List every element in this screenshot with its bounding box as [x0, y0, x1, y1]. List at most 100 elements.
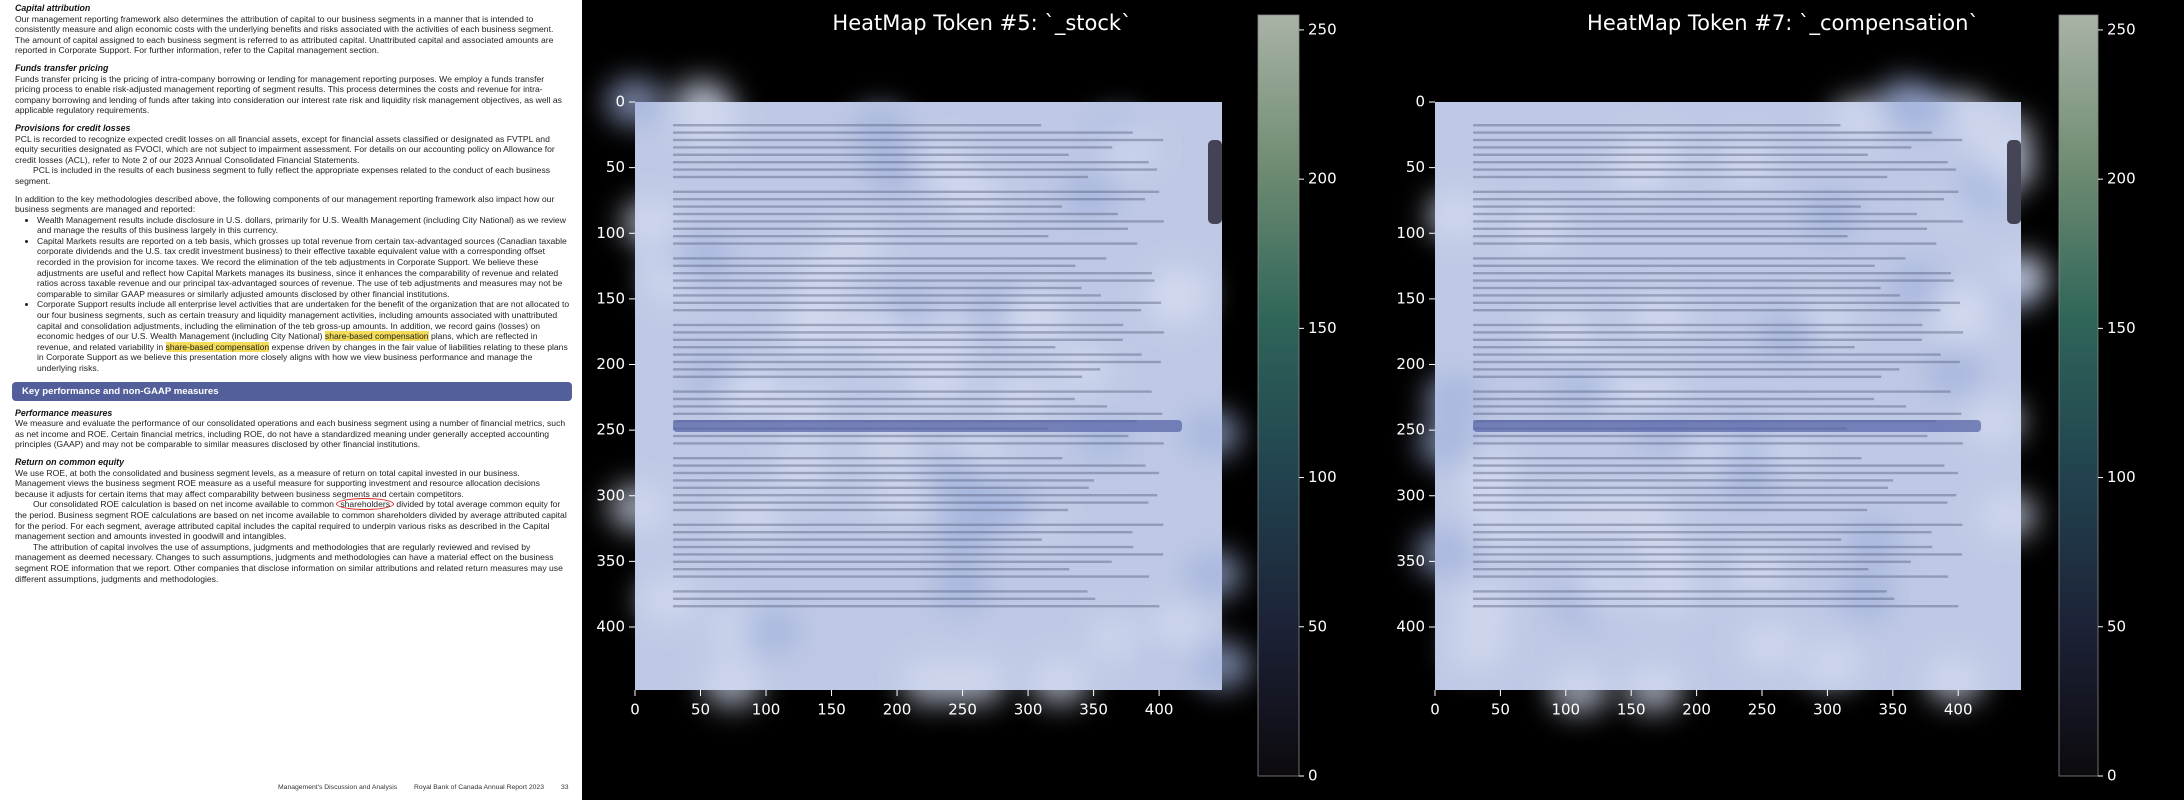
- heatmap-blob: [1530, 307, 1591, 356]
- heatmap-blob: [850, 106, 911, 155]
- faded-text-line: [1473, 153, 1868, 156]
- heatmap-blob: [1895, 85, 1956, 134]
- heatmap-blob: [945, 657, 1006, 706]
- faded-text-line: [673, 523, 1164, 526]
- y-tick-label: 100: [596, 224, 625, 242]
- x-tick-label: 100: [1551, 701, 1580, 719]
- faded-text-line: [1473, 124, 1841, 127]
- x-tick-label: 150: [1617, 701, 1646, 719]
- faded-text-line: [1473, 390, 1951, 393]
- heatmap-blob: [866, 320, 927, 369]
- heatmap-blob: [992, 374, 1053, 423]
- faded-text-line: [1473, 272, 1951, 275]
- heatmap-blob: [715, 370, 776, 419]
- faded-text-line: [1473, 464, 1945, 467]
- y-tick-label: 50: [606, 158, 625, 176]
- heatmap-blob: [1888, 263, 1949, 312]
- heatmap-blobs: [1415, 78, 2051, 714]
- faded-text-line: [1473, 257, 1906, 260]
- heatmap-image: [605, 78, 1252, 708]
- heatmap-blob: [1932, 280, 1993, 329]
- faded-text-line: [1473, 346, 1855, 349]
- heading: Return on common equity: [15, 456, 124, 467]
- text: expense driven by changes in the fair va…: [37, 341, 568, 373]
- heatmap-blob: [1029, 656, 1090, 705]
- colorbar-tick-label: 100: [2107, 468, 2136, 486]
- faded-text-line: [1473, 457, 1862, 460]
- heading: Provisions for credit losses: [15, 122, 131, 133]
- faded-banner: [1473, 420, 1981, 432]
- faded-text-line: [1473, 227, 1928, 230]
- y-tick-label: 350: [1396, 552, 1425, 570]
- heatmap-blob: [1613, 490, 1674, 539]
- faded-text-line: [1473, 471, 1959, 475]
- faded-text-line: [673, 331, 1164, 334]
- faded-text-line: [673, 575, 1150, 578]
- x-tick-label: 150: [817, 701, 846, 719]
- paragraph: Funds transfer pricing is the pricing of…: [15, 73, 562, 116]
- heatmap-blob: [1089, 615, 1150, 664]
- faded-text-line: [1473, 301, 1960, 304]
- heatmap-blob: [1010, 291, 1071, 340]
- faded-text-line: [673, 442, 1164, 445]
- x-tick-label: 50: [691, 701, 710, 719]
- faded-text-line: [1473, 286, 1881, 290]
- heatmap-blob: [915, 316, 976, 365]
- heatmap-blob: [901, 657, 962, 706]
- heatmap-blob: [1568, 491, 1629, 540]
- colorbar-tick-label: 250: [2107, 20, 2136, 38]
- faded-text-line: [1473, 568, 1869, 571]
- heatmap-blob: [1830, 96, 1891, 145]
- heatmap-blob: [1426, 191, 1487, 240]
- paragraph: PCL is recorded to recognize expected cr…: [15, 133, 555, 165]
- heatmap-blob: [1802, 639, 1863, 688]
- faded-tab: [1208, 140, 1222, 224]
- heatmap-blob: [1990, 252, 2051, 301]
- heatmap-blob: [1604, 144, 1665, 193]
- faded-text-line: [673, 138, 1164, 142]
- x-tick-label: 0: [1430, 701, 1440, 719]
- faded-text-line: [673, 397, 1075, 401]
- y-tick-label: 350: [596, 552, 625, 570]
- heatmap-blob: [1758, 311, 1819, 360]
- faded-text-line: [673, 545, 1134, 549]
- highlight: share-based compensation: [324, 331, 429, 342]
- faded-text-line: [673, 553, 1164, 556]
- faded-text-line: [1473, 508, 1868, 512]
- paragraph: In addition to the key methodologies des…: [15, 193, 555, 215]
- x-tick-label: 350: [1878, 701, 1907, 719]
- faded-text-line: [1473, 605, 1959, 608]
- x-tick-label: 200: [1682, 701, 1711, 719]
- faded-text-line: [1473, 309, 1941, 312]
- faded-text-line: [1473, 442, 1963, 445]
- faded-text-line: [1473, 531, 1932, 534]
- x-tick-label: 300: [1813, 701, 1842, 719]
- faded-text-line: [673, 212, 1118, 216]
- faded-tab: [2007, 140, 2021, 224]
- colorbar-tick-label: 100: [1308, 468, 1337, 486]
- document: Capital attribution Our management repor…: [0, 0, 582, 800]
- faded-text-line: [673, 227, 1128, 230]
- heatmap-blob: [1924, 655, 1985, 704]
- faded-text-line: [673, 242, 1138, 245]
- faded-text-line: [1473, 368, 1900, 371]
- faded-text-line: [673, 323, 1124, 327]
- faded-text-line: [1473, 235, 1848, 238]
- colorbar-tick-label: 0: [2107, 767, 2117, 785]
- y-tick-label: 300: [596, 486, 625, 504]
- heatmap-blob: [1424, 373, 1485, 422]
- faded-text-line: [673, 346, 1056, 349]
- colorbar-tick-label: 250: [1308, 20, 1337, 38]
- heatmap-blob: [1181, 409, 1242, 458]
- heading: Performance measures: [15, 407, 113, 418]
- y-tick-label: 250: [1396, 421, 1425, 439]
- faded-text-line: [673, 198, 1146, 201]
- heatmap-blob: [1476, 507, 1537, 556]
- paragraph: The attribution of capital involves the …: [15, 541, 563, 584]
- heatmap-blob: [1717, 138, 1778, 187]
- faded-text-line: [673, 494, 1158, 497]
- chart-title: HeatMap Token #7: `_compensation`: [1587, 11, 1979, 36]
- x-tick-label: 300: [1014, 701, 1043, 719]
- heatmap-blob: [673, 234, 734, 283]
